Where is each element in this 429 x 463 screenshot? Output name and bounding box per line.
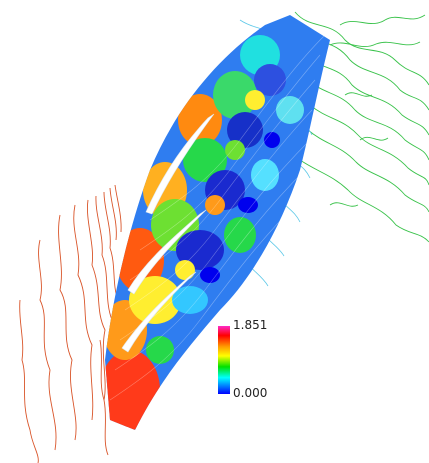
colorbar-min-label: 0.000	[233, 386, 268, 400]
inlet-contours	[19, 184, 122, 463]
turbine-blades	[121, 113, 215, 353]
blade-lower	[121, 271, 197, 353]
blade-upper	[145, 113, 215, 215]
blade-middle	[127, 209, 207, 295]
passage-blobs	[105, 35, 304, 430]
colorbar-max-label: 1.851	[233, 318, 268, 332]
colorbar	[218, 326, 230, 394]
